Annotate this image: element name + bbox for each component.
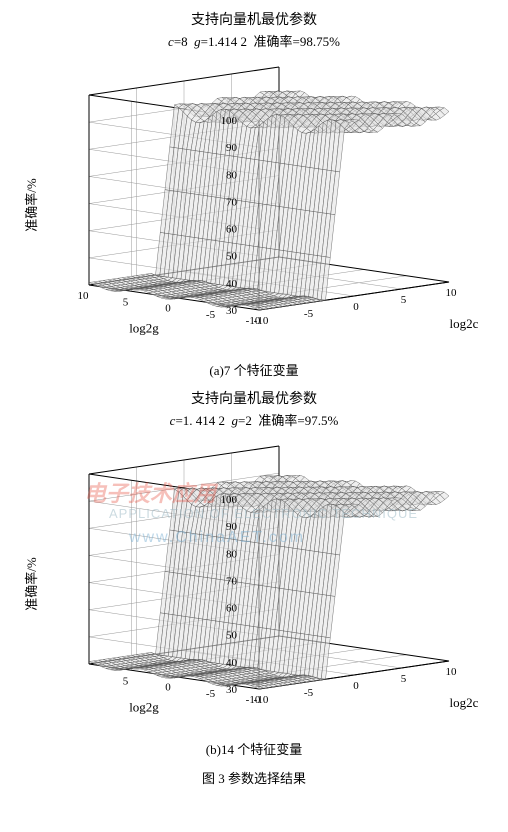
figure-caption: 图 3 参数选择结果 xyxy=(10,768,498,787)
svg-text:-5: -5 xyxy=(304,687,314,699)
svg-text:80: 80 xyxy=(226,169,238,181)
svg-text:90: 90 xyxy=(226,521,238,533)
svg-text:-5: -5 xyxy=(304,308,314,320)
subplot-b-title-line2: c=1. 414 2 g=2 准确率=97.5% xyxy=(10,410,498,429)
svg-text:40: 40 xyxy=(226,657,238,669)
subplot-b-caption: (b)14 个特征变量 xyxy=(10,739,498,758)
svg-text:70: 70 xyxy=(226,196,238,208)
svg-text:50: 50 xyxy=(226,251,238,263)
svg-text:0: 0 xyxy=(353,301,359,313)
svg-text:5: 5 xyxy=(401,294,407,306)
subplot-b: 支持向量机最优参数 c=1. 414 2 g=2 准确率=97.5% 30 40 5… xyxy=(10,389,498,758)
subplot-b-plot: 30405060708090100-10-50510-10-505准确率/%lo… xyxy=(14,434,494,734)
svg-text:70: 70 xyxy=(226,575,238,587)
svg-text:0: 0 xyxy=(165,682,171,694)
svg-text:5: 5 xyxy=(123,675,129,687)
svg-text:log2c: log2c xyxy=(450,695,479,710)
svg-text:30: 30 xyxy=(226,684,238,696)
svg-text:100: 100 xyxy=(221,115,238,127)
svg-text:准确率/%: 准确率/% xyxy=(24,178,39,232)
svg-text:0: 0 xyxy=(353,680,359,692)
subplot-b-svg: 30405060708090100-10-50510-10-505准确率/%lo… xyxy=(14,434,494,734)
svg-text:100: 100 xyxy=(221,494,238,506)
subplot-b-title-line1: 支持向量机最优参数 xyxy=(10,389,498,410)
svg-text:10: 10 xyxy=(78,290,90,302)
subplot-a-title-line2: c=8 g=1.414 2 准确率=98.75% xyxy=(10,31,498,50)
svg-text:40: 40 xyxy=(226,278,238,290)
svg-text:log2c: log2c xyxy=(450,316,479,331)
svg-text:10: 10 xyxy=(446,666,458,678)
subplot-a: 支持向量机最优参数 c=8 g=1.414 2 准确率=98.75% 30 40 5… xyxy=(10,10,498,379)
svg-text:-5: -5 xyxy=(206,309,216,321)
svg-text:5: 5 xyxy=(401,673,407,685)
svg-text:30: 30 xyxy=(226,305,238,317)
figure-container: 支持向量机最优参数 c=8 g=1.414 2 准确率=98.75% 30 40 5… xyxy=(10,10,498,787)
svg-text:50: 50 xyxy=(226,630,238,642)
subplot-a-svg: 30405060708090100-10-50510-10-50510准确率/%… xyxy=(14,55,494,355)
svg-text:80: 80 xyxy=(226,548,238,560)
svg-text:60: 60 xyxy=(226,224,238,236)
svg-text:-10: -10 xyxy=(246,694,261,706)
svg-text:-5: -5 xyxy=(206,688,216,700)
svg-text:准确率/%: 准确率/% xyxy=(24,557,39,611)
svg-text:5: 5 xyxy=(123,296,129,308)
subplot-a-title-line1: 支持向量机最优参数 xyxy=(10,10,498,31)
svg-text:90: 90 xyxy=(226,142,238,154)
svg-text:log2g: log2g xyxy=(129,321,159,336)
subplot-a-caption: (a)7 个特征变量 xyxy=(10,360,498,379)
svg-text:10: 10 xyxy=(446,287,458,299)
svg-text:log2g: log2g xyxy=(129,700,159,715)
svg-text:-10: -10 xyxy=(246,315,261,327)
svg-text:0: 0 xyxy=(165,303,171,315)
subplot-a-plot: 30405060708090100-10-50510-10-50510准确率/%… xyxy=(14,55,494,355)
svg-text:60: 60 xyxy=(226,603,238,615)
